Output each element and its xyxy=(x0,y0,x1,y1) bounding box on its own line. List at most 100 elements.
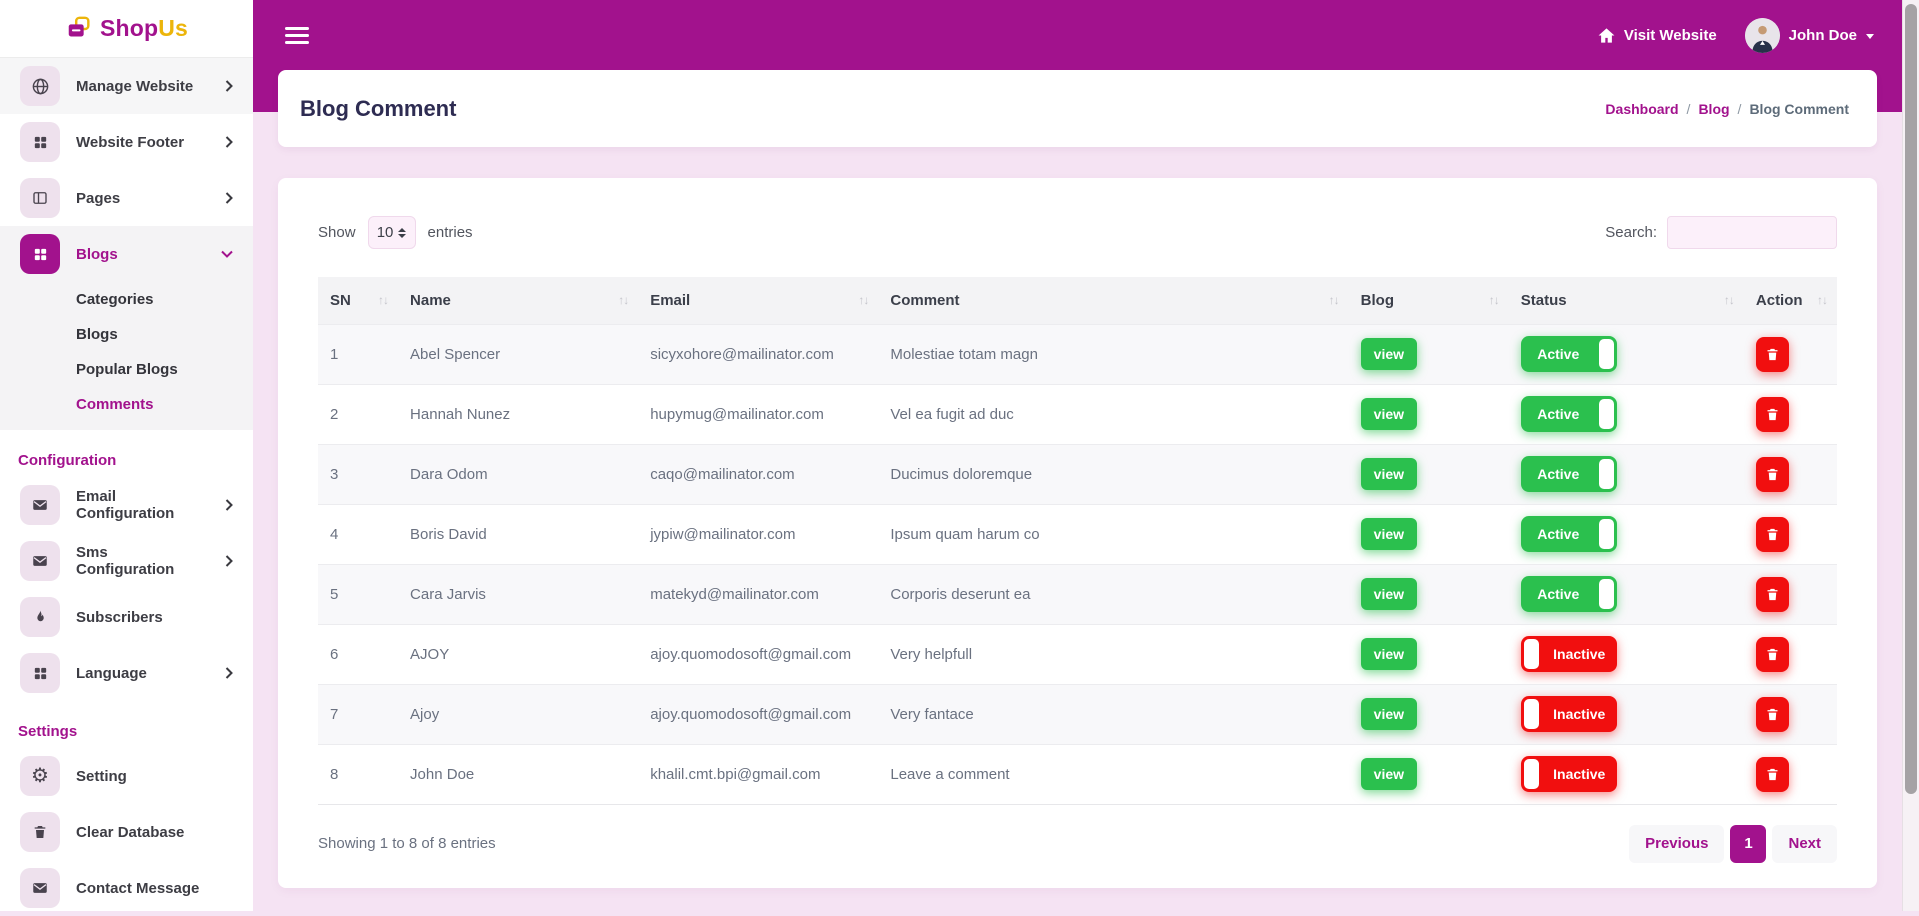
table-row: 5 Cara Jarvis matekyd@mailinator.com Cor… xyxy=(318,564,1837,624)
user-menu[interactable]: John Doe xyxy=(1745,18,1874,53)
delete-button[interactable] xyxy=(1756,577,1789,612)
search-label: Search: xyxy=(1605,224,1657,241)
menu-toggle-button[interactable] xyxy=(285,27,309,44)
table-row: 7 Ajoy ajoy.quomodosoft@gmail.com Very f… xyxy=(318,684,1837,744)
sidebar-item-pages[interactable]: Pages xyxy=(0,170,253,226)
sort-icon: ↑↓ xyxy=(1329,293,1339,307)
cell-sn: 5 xyxy=(318,564,398,624)
cell-name: Boris David xyxy=(398,504,638,564)
sidebar-item-email-configuration[interactable]: Email Configuration xyxy=(0,477,253,533)
cell-comment: Ipsum quam harum co xyxy=(878,504,1348,564)
sidebar-section-configuration: Configuration xyxy=(0,430,253,477)
cell-sn: 7 xyxy=(318,684,398,744)
sidebar-item-website-footer[interactable]: Website Footer xyxy=(0,114,253,170)
breadcrumb-dashboard[interactable]: Dashboard xyxy=(1605,101,1678,117)
delete-button[interactable] xyxy=(1756,337,1789,372)
status-toggle[interactable]: Inactive xyxy=(1521,756,1617,792)
sidebar-subitem-popular-blogs[interactable]: Popular Blogs xyxy=(0,352,253,387)
delete-button[interactable] xyxy=(1756,757,1789,792)
cell-sn: 8 xyxy=(318,744,398,804)
sidebar-item-manage-website[interactable]: Manage Website xyxy=(0,58,253,114)
page-number-button[interactable]: 1 xyxy=(1730,825,1766,863)
sort-icon: ↑↓ xyxy=(1724,293,1734,307)
table-row: 2 Hannah Nunez hupymug@mailinator.com Ve… xyxy=(318,384,1837,444)
status-toggle[interactable]: Active xyxy=(1521,336,1617,372)
column-header-action[interactable]: Action↑↓ xyxy=(1744,277,1837,324)
content-card: Show 10 entries Search: xyxy=(278,178,1877,888)
column-header-status[interactable]: Status↑↓ xyxy=(1509,277,1744,324)
status-toggle[interactable]: Active xyxy=(1521,456,1617,492)
view-blog-button[interactable]: view xyxy=(1361,338,1417,370)
cell-name: John Doe xyxy=(398,744,638,804)
cell-email: hupymug@mailinator.com xyxy=(638,384,878,444)
column-header-comment[interactable]: Comment↑↓ xyxy=(878,277,1348,324)
trash-icon xyxy=(1765,767,1780,782)
table-row: 3 Dara Odom caqo@mailinator.com Ducimus … xyxy=(318,444,1837,504)
column-header-email[interactable]: Email↑↓ xyxy=(638,277,878,324)
sidebar-item-subscribers[interactable]: Subscribers xyxy=(0,589,253,645)
toggle-knob xyxy=(1599,579,1614,609)
sidebar-item-clear-database[interactable]: Clear Database xyxy=(0,804,253,860)
sidebar-group-blogs: Blogs Categories Blogs Popular Blogs Com… xyxy=(0,226,253,430)
cell-name: Cara Jarvis xyxy=(398,564,638,624)
page-size-group: Show 10 entries xyxy=(318,216,473,249)
view-blog-button[interactable]: view xyxy=(1361,578,1417,610)
delete-button[interactable] xyxy=(1756,697,1789,732)
column-header-sn[interactable]: SN↑↓ xyxy=(318,277,398,324)
previous-page-button[interactable]: Previous xyxy=(1629,825,1724,863)
chevron-right-icon xyxy=(225,136,233,148)
toggle-knob xyxy=(1524,639,1539,669)
select-arrows-icon xyxy=(398,228,406,238)
cell-email: caqo@mailinator.com xyxy=(638,444,878,504)
cell-name: Dara Odom xyxy=(398,444,638,504)
toggle-knob xyxy=(1524,699,1539,729)
cell-sn: 4 xyxy=(318,504,398,564)
visit-website-link[interactable]: Visit Website xyxy=(1597,26,1717,45)
view-blog-button[interactable]: view xyxy=(1361,458,1417,490)
status-toggle[interactable]: Inactive xyxy=(1521,696,1617,732)
sidebar-item-language[interactable]: Language xyxy=(0,645,253,701)
cell-comment: Very helpfull xyxy=(878,624,1348,684)
delete-button[interactable] xyxy=(1756,457,1789,492)
pagination: Previous 1 Next xyxy=(1629,825,1837,863)
view-blog-button[interactable]: view xyxy=(1361,518,1417,550)
window-scrollbar[interactable] xyxy=(1902,0,1919,911)
page-size-select[interactable]: 10 xyxy=(368,216,416,249)
app-root: ShopUs Manage Website Website Footer xyxy=(0,0,1919,911)
view-blog-button[interactable]: view xyxy=(1361,698,1417,730)
scrollbar-thumb[interactable] xyxy=(1905,4,1917,794)
delete-button[interactable] xyxy=(1756,397,1789,432)
cell-name: Hannah Nunez xyxy=(398,384,638,444)
brand-logo[interactable]: ShopUs xyxy=(0,0,253,58)
view-blog-button[interactable]: view xyxy=(1361,638,1417,670)
sidebar-item-setting[interactable]: ⚙ Setting xyxy=(0,748,253,804)
view-blog-button[interactable]: view xyxy=(1361,758,1417,790)
delete-button[interactable] xyxy=(1756,637,1789,672)
sidebar-item-contact-message[interactable]: Contact Message xyxy=(0,860,253,916)
table-header-row: SN↑↓ Name↑↓ Email↑↓ Comment↑↓ Blog↑↓ Sta… xyxy=(318,277,1837,324)
column-header-blog[interactable]: Blog↑↓ xyxy=(1349,277,1509,324)
status-toggle[interactable]: Active xyxy=(1521,576,1617,612)
sidebar-subitem-categories[interactable]: Categories xyxy=(0,282,253,317)
sidebar-section-settings: Settings xyxy=(0,701,253,748)
envelope-icon xyxy=(20,485,60,525)
column-header-name[interactable]: Name↑↓ xyxy=(398,277,638,324)
delete-button[interactable] xyxy=(1756,517,1789,552)
sidebar-subitem-blogs[interactable]: Blogs xyxy=(0,317,253,352)
sort-icon: ↑↓ xyxy=(1489,293,1499,307)
status-toggle[interactable]: Active xyxy=(1521,516,1617,552)
breadcrumb-blog[interactable]: Blog xyxy=(1698,101,1729,117)
next-page-button[interactable]: Next xyxy=(1772,825,1837,863)
sidebar-item-sms-configuration[interactable]: Sms Configuration xyxy=(0,533,253,589)
grid-icon xyxy=(20,234,60,274)
sidebar-item-blogs[interactable]: Blogs xyxy=(0,226,253,282)
trash-icon xyxy=(1765,527,1780,542)
sidebar-subitem-comments[interactable]: Comments xyxy=(0,387,253,422)
status-toggle[interactable]: Active xyxy=(1521,396,1617,432)
view-blog-button[interactable]: view xyxy=(1361,398,1417,430)
status-toggle[interactable]: Inactive xyxy=(1521,636,1617,672)
search-input[interactable] xyxy=(1667,216,1837,249)
cell-email: khalil.cmt.bpi@gmail.com xyxy=(638,744,878,804)
trash-icon xyxy=(1765,587,1780,602)
cell-email: sicyxohore@mailinator.com xyxy=(638,324,878,384)
